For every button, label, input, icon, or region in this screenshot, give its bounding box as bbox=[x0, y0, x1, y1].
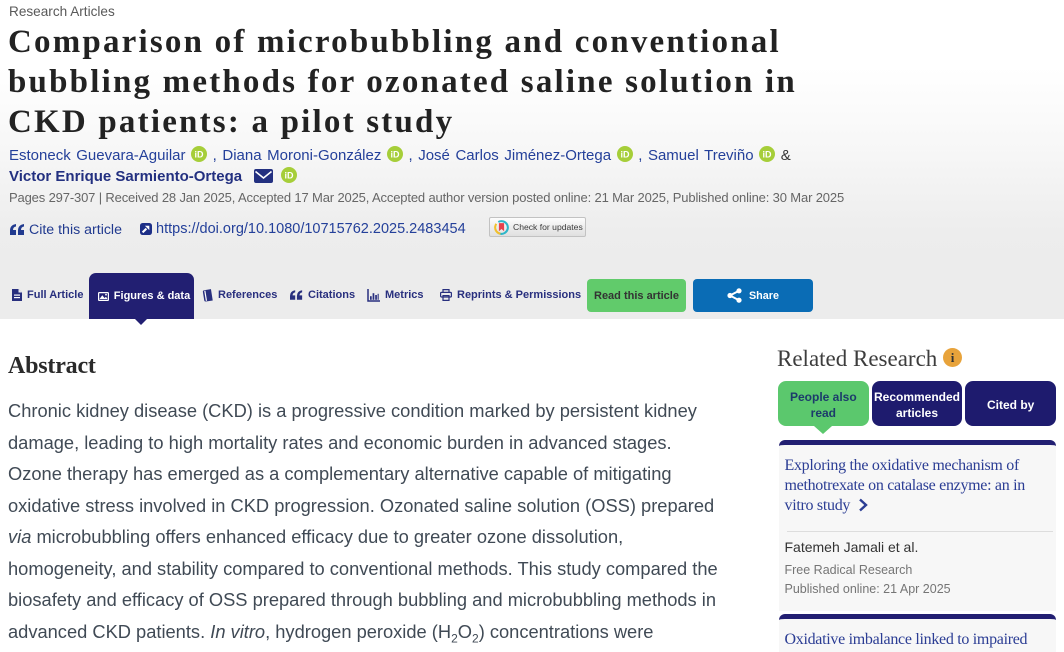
svg-text:i: i bbox=[951, 350, 955, 365]
svg-text:iD: iD bbox=[763, 150, 773, 160]
svg-text:iD: iD bbox=[285, 171, 295, 181]
svg-text:iD: iD bbox=[390, 150, 400, 160]
svg-text:iD: iD bbox=[195, 150, 205, 160]
svg-text:iD: iD bbox=[620, 150, 630, 160]
